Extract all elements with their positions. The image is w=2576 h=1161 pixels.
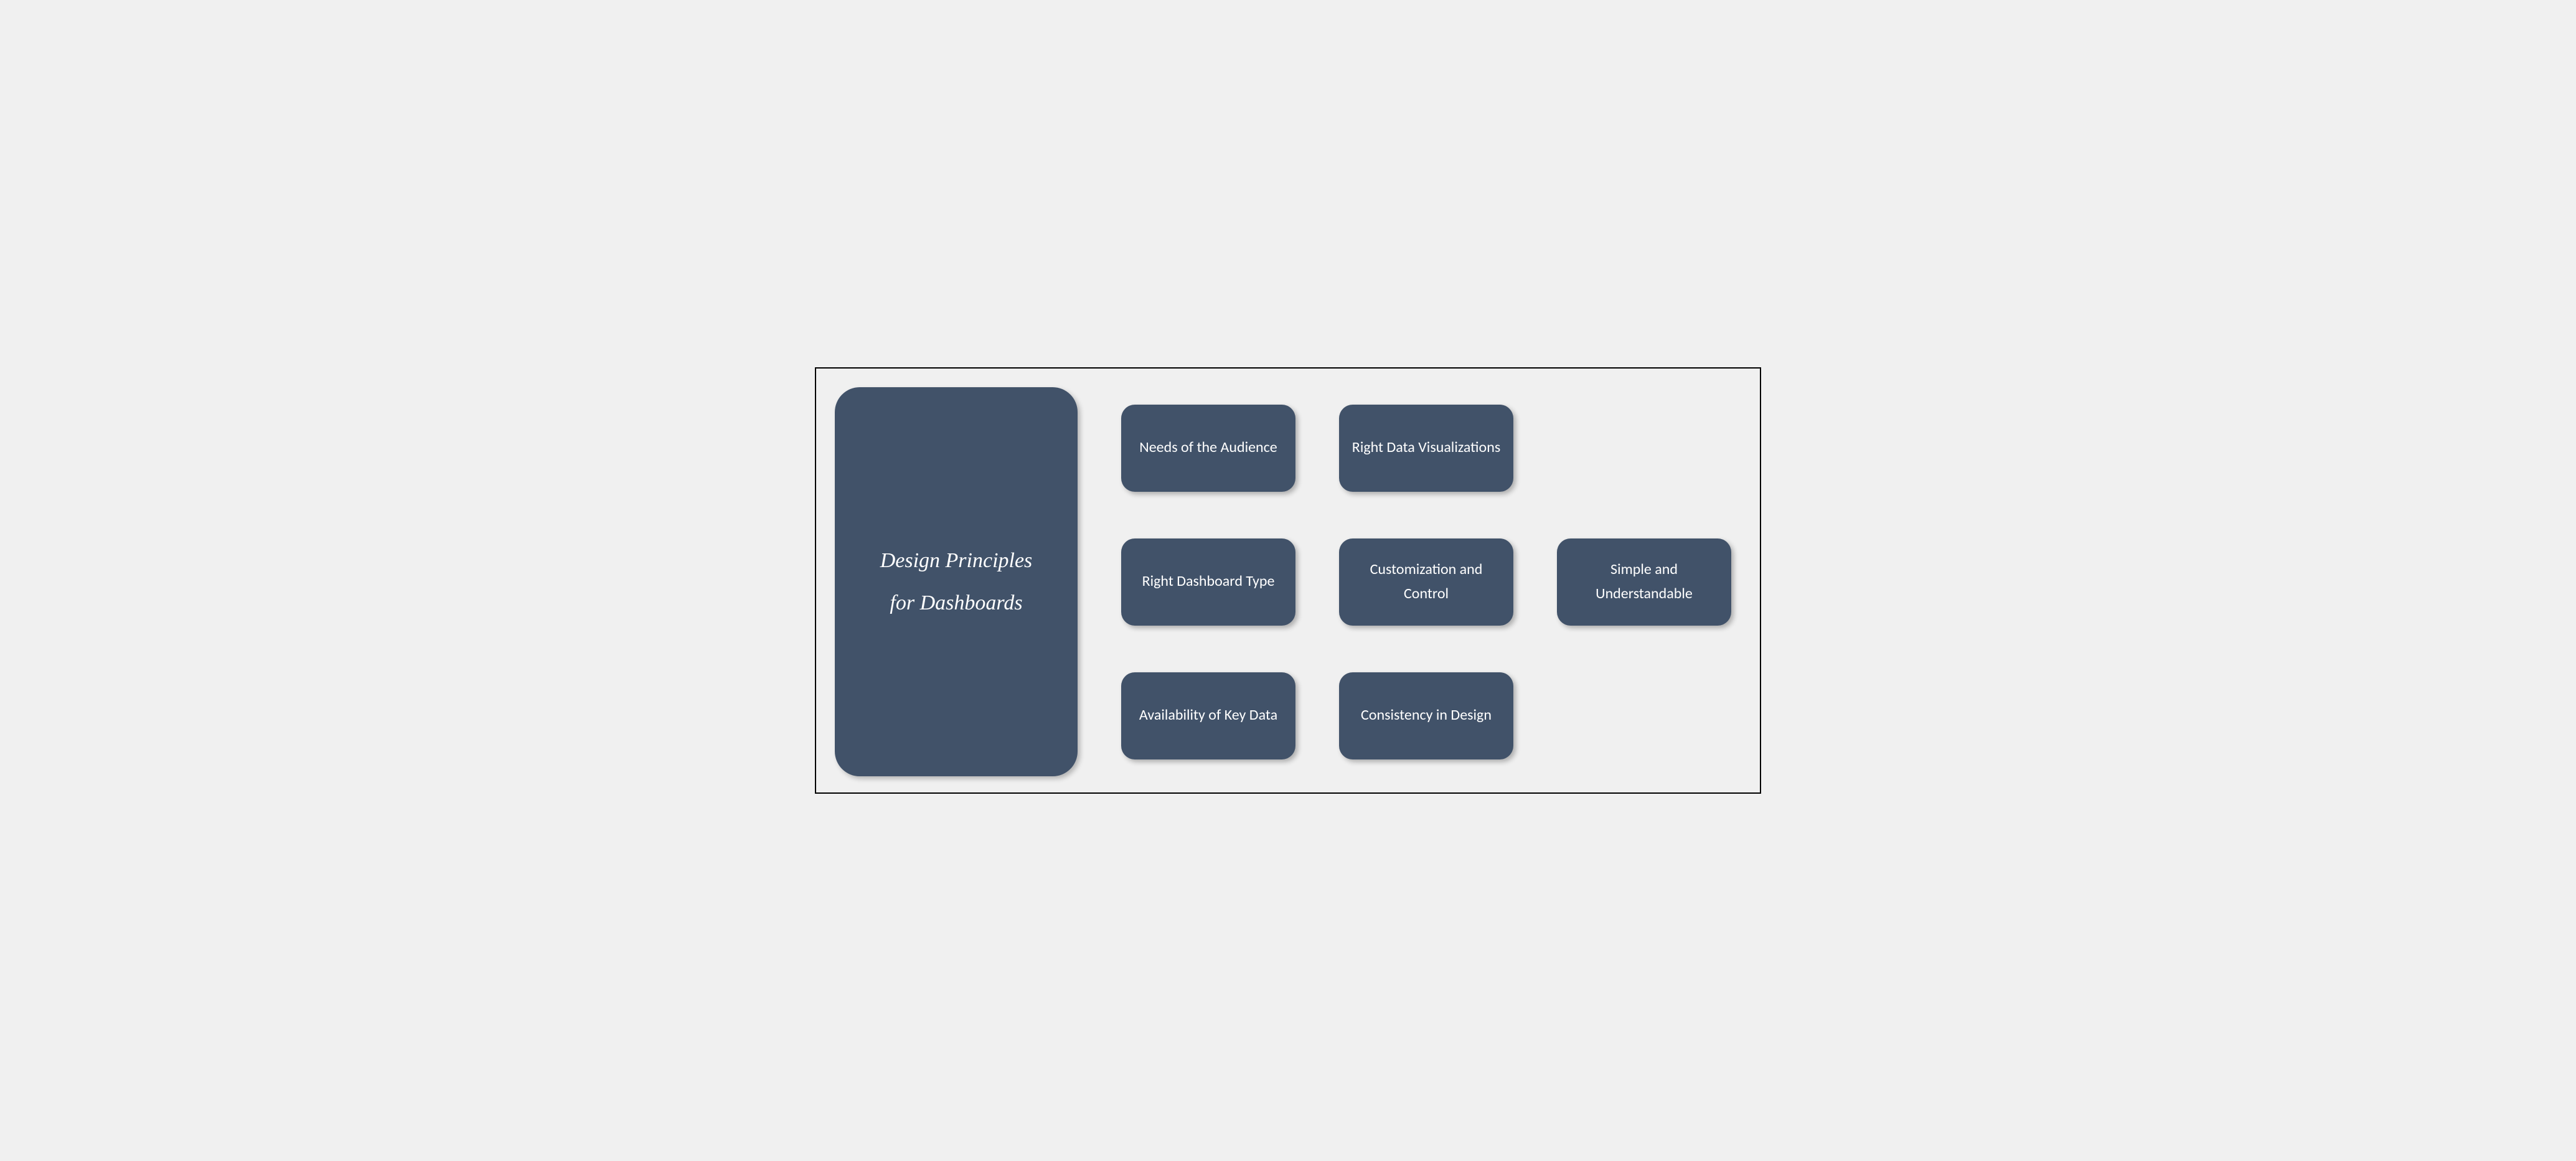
main-title-card: Design Principles for Dashboards <box>835 387 1078 776</box>
main-title-line2: for Dashboards <box>890 582 1022 624</box>
tile-key-data: Availability of Key Data <box>1121 672 1295 759</box>
tile-dashboard-type: Right Dashboard Type <box>1121 538 1295 626</box>
tile-label: Right Dashboard Type <box>1142 570 1275 593</box>
tile-label: Consistency in Design <box>1361 703 1492 727</box>
tile-simple: Simple and Understandable <box>1557 538 1731 626</box>
diagram-canvas: Design Principles for Dashboards Needs o… <box>815 367 1761 794</box>
tile-label: Customization and Control <box>1350 558 1502 606</box>
tile-consistency: Consistency in Design <box>1339 672 1513 759</box>
tile-empty-r2c2 <box>1557 672 1731 759</box>
tile-label: Simple and Understandable <box>1568 558 1720 606</box>
tile-needs-audience: Needs of the Audience <box>1121 405 1295 492</box>
tile-customization: Customization and Control <box>1339 538 1513 626</box>
tile-label: Availability of Key Data <box>1139 703 1277 727</box>
tile-right-viz: Right Data Visualizations <box>1339 405 1513 492</box>
tile-label: Needs of the Audience <box>1139 436 1277 459</box>
tiles-grid: Needs of the Audience Right Data Visuali… <box>1121 387 1731 776</box>
main-title-line1: Design Principles <box>880 540 1033 582</box>
tile-label: Right Data Visualizations <box>1352 436 1500 459</box>
tile-empty-r0c2 <box>1557 405 1731 492</box>
